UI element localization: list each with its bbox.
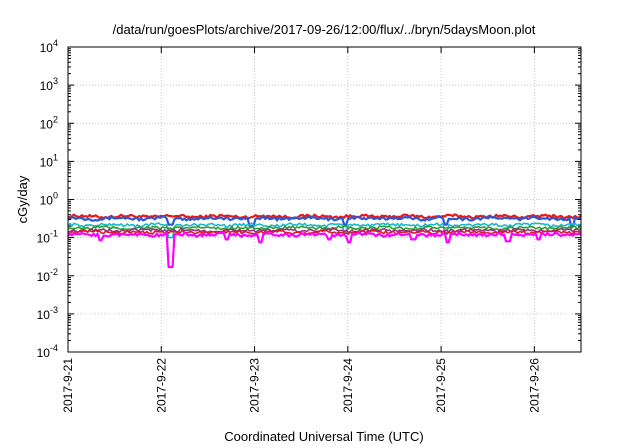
grid xyxy=(68,47,581,352)
x-axis-label: Coordinated Universal Time (UTC) xyxy=(224,429,423,444)
series-line xyxy=(67,222,582,239)
x-tick-label: 2017-9-25 xyxy=(434,358,448,413)
y-tick-label: 104 xyxy=(40,38,58,55)
x-tick-label: 2017-9-23 xyxy=(248,358,262,413)
series-line xyxy=(67,215,582,228)
y-tick-label: 10-3 xyxy=(37,305,58,322)
x-tick-label: 2017-9-26 xyxy=(527,358,541,413)
y-tick-label: 101 xyxy=(40,152,58,169)
y-tick-label: 10-4 xyxy=(37,343,58,360)
plot-frame xyxy=(67,46,582,353)
y-tick-label: 10-1 xyxy=(37,229,58,246)
series-line xyxy=(67,213,582,220)
x-tick-label: 2017-9-24 xyxy=(341,358,355,413)
series-group xyxy=(67,213,582,269)
x-tick-label: 2017-9-21 xyxy=(61,358,75,413)
y-tick-label: 100 xyxy=(40,191,58,208)
y-axis: 10-4 10-3 10-2 10-1 100 101 102 103 104 xyxy=(37,38,581,360)
series-line xyxy=(67,231,582,269)
series-line xyxy=(67,225,582,231)
y-tick-label: 102 xyxy=(40,114,58,131)
y-axis-label: cGy/day xyxy=(15,175,30,223)
x-tick-label: 2017-9-22 xyxy=(154,358,168,413)
x-axis: 2017-9-21 2017-9-22 2017-9-23 2017-9-24 2017… xyxy=(61,47,541,413)
chart-title: /data/run/goesPlots/archive/2017-09-26/1… xyxy=(113,22,536,37)
series-line xyxy=(67,229,582,236)
y-tick-label: 103 xyxy=(40,76,58,93)
y-tick-label: 10-2 xyxy=(37,267,58,284)
